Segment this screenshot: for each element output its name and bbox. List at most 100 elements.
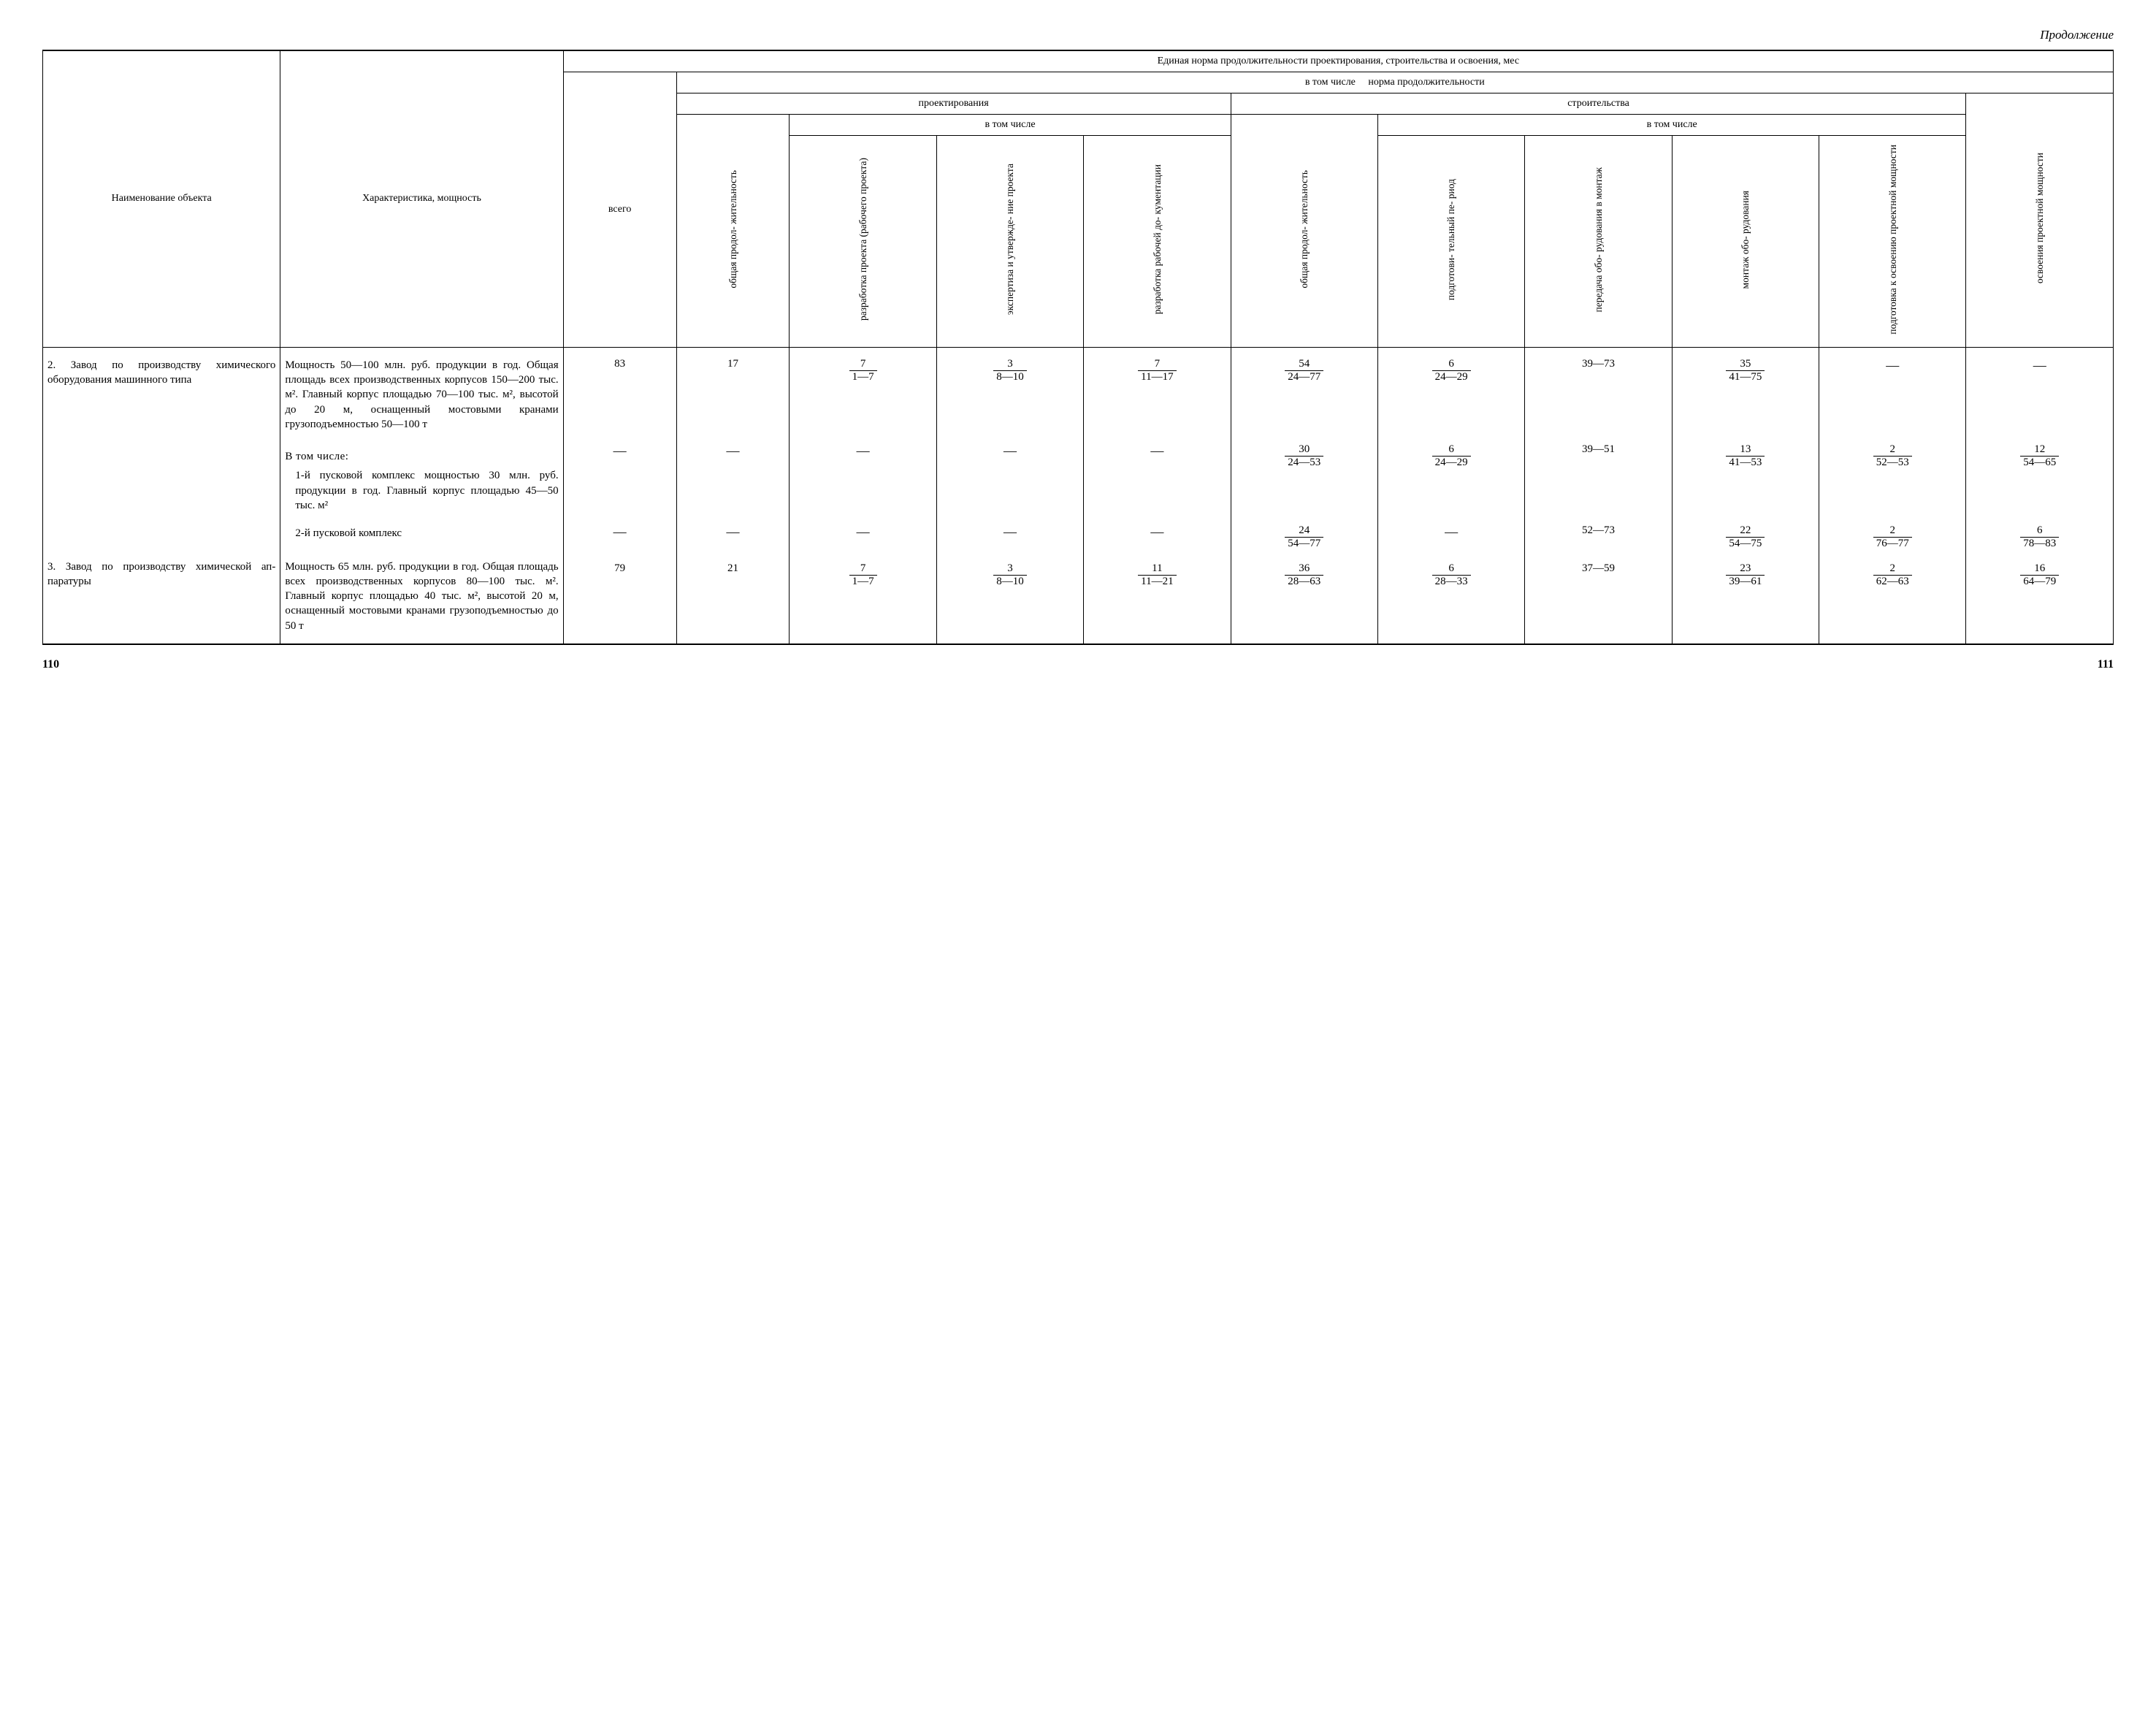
cell-design-dev-fraction: 71—7 xyxy=(849,562,877,589)
cell-constr-mount: 2339—61 xyxy=(1672,554,1819,644)
cell-constr-ready: 252—53 xyxy=(1819,435,1966,516)
cell-constr-mount-fraction: 1341—53 xyxy=(1726,443,1765,470)
cell-capacity: 1254—65 xyxy=(1966,435,2114,516)
hdr-d-doc: разработка рабочей до- кументации xyxy=(1084,136,1231,348)
hdr-c-mount: монтаж обо- рудования xyxy=(1672,136,1819,348)
cell-constr-total-fraction: 2454—77 xyxy=(1285,524,1323,551)
cell-constr-total-fraction: 3024—53 xyxy=(1285,443,1323,470)
cell-constr-total-fraction: 3628—63 xyxy=(1285,562,1323,589)
cell-capacity-fraction: 1254—65 xyxy=(2020,443,2059,470)
cell-design-dev: — xyxy=(790,516,936,554)
cell-design-doc: 1111—21 xyxy=(1084,554,1231,644)
hdr-unified: Единая норма продолжительности проектиро… xyxy=(563,50,2113,72)
hdr-design-total: общая продол- жительность xyxy=(676,115,790,348)
cell-design-dev-fraction: 71—7 xyxy=(849,358,877,384)
hdr-total: всего xyxy=(563,72,676,348)
cell-capacity: 1664—79 xyxy=(1966,554,2114,644)
cell-name xyxy=(43,516,280,554)
cell-design-exp: — xyxy=(936,516,1083,554)
hdr-d-dev: разработка проекта (рабочего проекта) xyxy=(790,136,936,348)
cell-total: 83 xyxy=(563,347,676,435)
page-number-left: 110 xyxy=(42,658,59,671)
cell-design-doc-fraction: 711—17 xyxy=(1138,358,1176,384)
cell-constr-prep: — xyxy=(1377,516,1524,554)
cell-constr-total: 2454—77 xyxy=(1231,516,1377,554)
hdr-design: проектирования xyxy=(676,93,1231,115)
cell-design-exp: 38—10 xyxy=(936,554,1083,644)
cell-constr-prep: 624—29 xyxy=(1377,435,1524,516)
cell-capacity-fraction: 678—83 xyxy=(2020,524,2059,551)
cell-name: 3. Завод по производству химической ап­п… xyxy=(43,554,280,644)
cell-constr-total: 5424—77 xyxy=(1231,347,1377,435)
table-row: 2-й пусковой комплекс—————2454—77—52—732… xyxy=(43,516,2114,554)
cell-constr-ready: 276—77 xyxy=(1819,516,1966,554)
hdr-c-prep: подготови- тельный пе- риод xyxy=(1377,136,1524,348)
cell-constr-equip: 39—73 xyxy=(1525,347,1672,435)
cell-design-doc: — xyxy=(1084,435,1231,516)
cell-characteristic: Мощность 65 млн. руб. продукции в год. О… xyxy=(280,554,563,644)
cell-constr-prep: 628—33 xyxy=(1377,554,1524,644)
cell-constr-equip: 52—73 xyxy=(1525,516,1672,554)
hdr-name: Наименование объекта xyxy=(43,50,280,347)
cell-total: — xyxy=(563,435,676,516)
cell-constr-total-fraction: 5424—77 xyxy=(1285,358,1323,384)
cell-constr-prep-fraction: 624—29 xyxy=(1432,358,1471,384)
table-row: 2. Завод по производству химического обо… xyxy=(43,347,2114,435)
cell-characteristic: 2-й пусковой комплекс xyxy=(280,516,563,554)
hdr-constr-incl: в том числе xyxy=(1377,115,1966,136)
cell-constr-mount: 1341—53 xyxy=(1672,435,1819,516)
cell-name: 2. Завод по производству химического обо… xyxy=(43,347,280,435)
table-header: Наименование объекта Характеристика, мощ… xyxy=(43,50,2114,347)
cell-constr-mount: 3541—75 xyxy=(1672,347,1819,435)
cell-total: — xyxy=(563,516,676,554)
table-row: 3. Завод по производству химической ап­п… xyxy=(43,554,2114,644)
page-footer: 110 111 xyxy=(42,658,2114,671)
table-row: В том числе:1-й пусковой комплекс мощ­но… xyxy=(43,435,2114,516)
cell-capacity-fraction: 1664—79 xyxy=(2020,562,2059,589)
cell-constr-mount: 2254—75 xyxy=(1672,516,1819,554)
page-number-right: 111 xyxy=(2098,658,2114,671)
cell-constr-total: 3628—63 xyxy=(1231,554,1377,644)
cell-design-total: — xyxy=(676,435,790,516)
hdr-incl-norm: в том числе норма продолжительности xyxy=(676,72,2113,93)
cell-total: 79 xyxy=(563,554,676,644)
cell-design-total: 21 xyxy=(676,554,790,644)
hdr-construction: строительства xyxy=(1231,93,1966,115)
cell-constr-prep: 624—29 xyxy=(1377,347,1524,435)
cell-design-exp-fraction: 38—10 xyxy=(993,562,1027,589)
cell-constr-equip: 39—51 xyxy=(1525,435,1672,516)
cell-design-total: — xyxy=(676,516,790,554)
cell-constr-prep-fraction: 628—33 xyxy=(1432,562,1471,589)
cell-constr-prep-fraction: 624—29 xyxy=(1432,443,1471,470)
cell-design-doc: 711—17 xyxy=(1084,347,1231,435)
hdr-incl-2: норма продолжительности xyxy=(1368,77,1484,88)
cell-constr-mount-fraction: 2254—75 xyxy=(1726,524,1765,551)
cell-capacity: 678—83 xyxy=(1966,516,2114,554)
cell-capacity: — xyxy=(1966,347,2114,435)
hdr-c-equip: передача обо- рудования в монтаж xyxy=(1525,136,1672,348)
hdr-incl-1: в том числе xyxy=(1305,77,1356,88)
continuation-label: Продолжение xyxy=(42,28,2114,42)
cell-design-exp: — xyxy=(936,435,1083,516)
cell-constr-total: 3024—53 xyxy=(1231,435,1377,516)
cell-constr-equip: 37—59 xyxy=(1525,554,1672,644)
cell-design-exp: 38—10 xyxy=(936,347,1083,435)
cell-design-total: 17 xyxy=(676,347,790,435)
hdr-char: Характеристика, мощность xyxy=(280,50,563,347)
hdr-capacity: освоения проектной мощности xyxy=(1966,93,2114,348)
cell-constr-ready: — xyxy=(1819,347,1966,435)
cell-characteristic: В том числе:1-й пусковой комплекс мощ­но… xyxy=(280,435,563,516)
hdr-d-exp: экспертиза и утвержде- ние проекта xyxy=(936,136,1083,348)
hdr-constr-total: общая продол- жительность xyxy=(1231,115,1377,348)
cell-characteristic: Мощность 50—100 млн. руб. про­дукции в г… xyxy=(280,347,563,435)
cell-design-doc: — xyxy=(1084,516,1231,554)
table-body: 2. Завод по производству химического обо… xyxy=(43,347,2114,644)
cell-design-dev: 71—7 xyxy=(790,554,936,644)
cell-design-dev: 71—7 xyxy=(790,347,936,435)
cell-design-dev: — xyxy=(790,435,936,516)
hdr-c-ready: подготовка к освоению проектной мощности xyxy=(1819,136,1966,348)
cell-constr-ready-fraction: 262—63 xyxy=(1873,562,1912,589)
cell-constr-ready-fraction: 276—77 xyxy=(1873,524,1912,551)
cell-design-exp-fraction: 38—10 xyxy=(993,358,1027,384)
cell-constr-ready-fraction: 252—53 xyxy=(1873,443,1912,470)
